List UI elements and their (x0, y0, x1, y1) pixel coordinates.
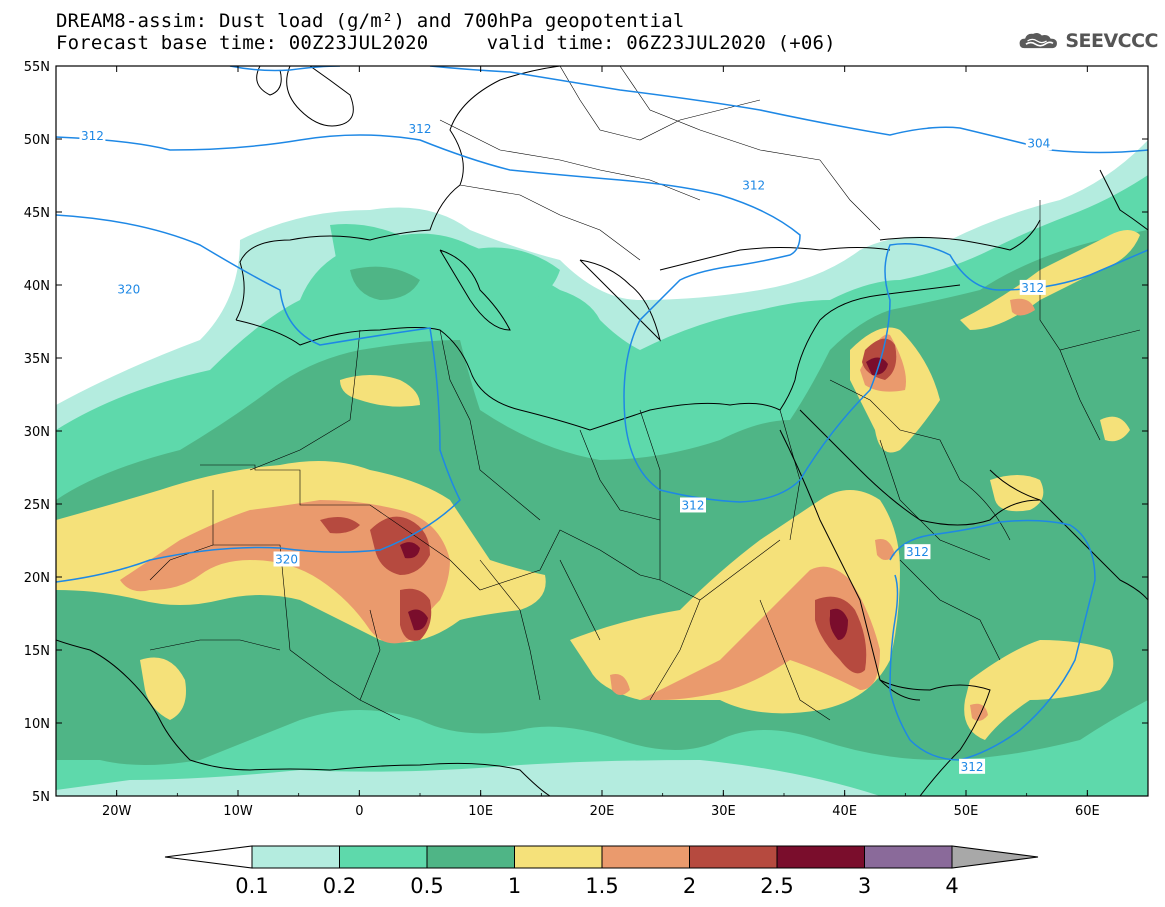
lon-label: 10E (468, 804, 493, 819)
colorbar-label: 4 (945, 874, 958, 898)
cloud-logo-icon (1019, 32, 1057, 49)
lon-label: 20W (102, 804, 132, 819)
contour-label-bg (740, 177, 767, 193)
contour-label: 320 (275, 552, 298, 566)
colorbar-label: 0.2 (323, 874, 356, 898)
colorbar-under-triangle (164, 845, 253, 869)
contour-label-bg (273, 551, 300, 567)
lat-label: 15N (24, 644, 50, 659)
colorbar-label: 3 (858, 874, 871, 898)
contour-label-bg (1025, 135, 1052, 151)
contour-label: 312 (81, 129, 104, 143)
contour-label: 312 (409, 122, 432, 136)
contour-label: 312 (682, 498, 705, 512)
lon-label: 40E (832, 804, 857, 819)
colorbar-swatch (426, 845, 515, 869)
geopotential-contours (56, 66, 1148, 761)
lon-label: 0 (355, 804, 363, 819)
lat-label: 30N (24, 425, 50, 440)
lat-label: 35N (24, 352, 50, 367)
map-field: 304312312312312312312312320320304 (56, 66, 1148, 796)
colorbar-swatch (601, 845, 690, 869)
lon-label: 50E (954, 804, 979, 819)
chart-title: DREAM8-assim: Dust load (g/m²) and 700hP… (56, 10, 685, 32)
seevccc-logo: SEEVCCC (1018, 26, 1158, 56)
contour-label-bg (115, 281, 142, 297)
logo-text: SEEVCCC (1065, 30, 1158, 52)
colorbar-label: 2 (683, 874, 696, 898)
contour-label: 312 (906, 545, 929, 559)
lon-label: 20E (590, 804, 615, 819)
colorbar-label: 0.5 (410, 874, 443, 898)
colorbar-swatch (776, 845, 865, 869)
lat-label: 55N (24, 60, 50, 75)
forecast-time-subtitle: Forecast base time: 00Z23JUL2020 valid t… (56, 32, 836, 54)
contour-label-layer: 304312312312312312312312320320304 (79, 120, 1052, 774)
lat-label: 5N (32, 790, 50, 805)
colorbar-swatch (514, 845, 603, 869)
colorbar-label: 0.1 (235, 874, 268, 898)
lat-label: 40N (24, 279, 50, 294)
colorbar-over-triangle (951, 845, 1039, 869)
lat-label: 20N (24, 571, 50, 586)
contour-label-bg (79, 128, 106, 144)
contour-label-bg (959, 758, 986, 774)
contour-label: 312 (961, 760, 984, 774)
colorbar: 0.1 0.2 0.5 1 1.5 2 2.5 3 4 (164, 845, 1039, 898)
colorbar-swatch (689, 845, 778, 869)
colorbar-swatch (251, 845, 340, 869)
lat-label: 25N (24, 498, 50, 513)
lon-label: 60E (1075, 804, 1100, 819)
colorbar-swatch (864, 845, 953, 869)
contour-label-bg (1019, 279, 1046, 295)
contour-label-bg (680, 497, 706, 513)
lon-label: 30E (711, 804, 736, 819)
lon-label: 10W (223, 804, 253, 819)
longitude-labels: 20W 10W 0 10E 20E 30E 40E 50E 60E (102, 804, 1100, 819)
colorbar-label: 1 (508, 874, 521, 898)
contour-label: 312 (742, 179, 765, 193)
contour-label: 304 (1027, 136, 1050, 150)
colorbar-label: 1.5 (585, 874, 618, 898)
axis-ticks (55, 65, 1149, 797)
contour-label-bg (904, 544, 931, 560)
coastlines (56, 66, 1148, 796)
contour-label: 320 (117, 282, 140, 296)
contour-label: 312 (1021, 281, 1044, 295)
lat-label: 45N (24, 206, 50, 221)
contour-label-bg (407, 120, 433, 136)
colorbar-label: 2.5 (760, 874, 793, 898)
latitude-labels: 55N 50N 45N 40N 35N 30N 25N 20N 15N 10N 5N (24, 60, 50, 805)
dust-band-2-5 (400, 357, 888, 640)
colorbar-swatch (339, 845, 428, 869)
lat-label: 50N (24, 133, 50, 148)
lat-label: 10N (24, 717, 50, 732)
